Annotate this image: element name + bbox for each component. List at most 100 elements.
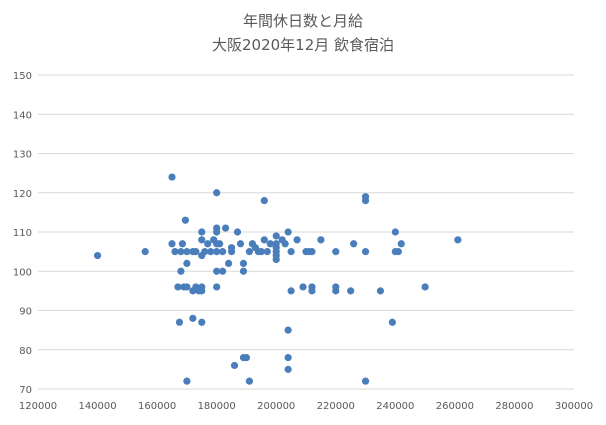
data-point [388,318,396,326]
y-tick-label: 110 [13,228,32,239]
data-point [181,216,189,224]
x-tick-label: 120000 [19,401,57,412]
data-point [183,377,191,385]
data-point [207,248,215,256]
data-point [239,259,248,267]
data-point [141,248,149,256]
data-point [198,318,206,326]
x-tick-label: 280000 [495,401,533,412]
data-point [454,236,462,244]
data-point [245,248,254,256]
data-point [332,248,340,256]
chart-title-line-2: 大阪2020年12月 飲食宿泊 [212,36,394,54]
x-tick-label: 140000 [78,401,116,412]
data-point [219,267,227,275]
x-tick-label: 260000 [436,401,474,412]
data-point [332,287,340,295]
data-point [242,354,251,362]
data-point [216,240,224,248]
data-point [263,248,271,256]
data-point [183,259,191,267]
data-point [198,287,206,295]
data-point [213,228,221,236]
data-point [284,365,292,373]
data-point [239,267,248,275]
data-point [421,283,429,291]
y-tick-label: 70 [19,385,32,396]
data-point [236,240,245,248]
data-point [394,248,402,256]
data-point [272,255,280,264]
data-point [347,287,355,295]
data-point [177,248,185,256]
y-tick-label: 150 [13,71,32,82]
data-point [272,232,280,240]
y-axis-tick-labels: 70 80 90 100 110 120 130 140 150 [13,71,32,396]
data-point [213,267,221,275]
data-point [213,189,221,197]
x-axis-tick-labels: 120000 140000 160000 180000 200000 220000 2400… [19,401,593,412]
data-point [293,236,301,244]
data-point [213,248,221,256]
data-point [284,228,292,236]
data-point [260,197,268,205]
y-tick-label: 90 [19,307,32,318]
data-point [198,236,206,244]
data-point [174,283,182,291]
data-point [168,173,176,181]
data-point [213,283,221,291]
y-tick-label: 130 [13,150,32,161]
data-point [284,354,292,362]
data-point [230,361,239,370]
data-point [198,228,206,236]
y-tick-label: 120 [13,189,32,200]
data-point [308,248,316,256]
chart-title-line-1: 年間休日数と月給 [243,12,363,30]
data-points [93,173,462,385]
data-point [284,326,292,334]
x-tick-label: 300000 [555,401,593,412]
data-point [308,287,316,295]
data-point [175,318,184,326]
data-point [397,240,405,248]
x-tick-label: 240000 [376,401,414,412]
data-point [183,283,191,291]
data-point [287,248,295,256]
x-tick-label: 220000 [317,401,355,412]
data-point [219,248,227,256]
gridlines [38,74,574,390]
data-point [201,248,209,256]
data-point [317,236,325,244]
data-point [361,248,370,256]
data-point [350,240,358,248]
x-tick-label: 160000 [138,401,176,412]
x-tick-label: 200000 [257,401,295,412]
y-tick-label: 140 [13,110,32,121]
data-point [361,197,370,205]
data-point [281,240,289,248]
data-point [299,283,307,291]
data-point [183,248,191,256]
data-point [178,240,187,248]
data-point [189,314,197,322]
y-tick-label: 100 [13,267,32,278]
data-point [192,248,200,256]
data-point [227,248,236,256]
x-tick-label: 180000 [198,401,236,412]
data-point [257,248,265,256]
data-point [361,377,370,385]
y-tick-label: 80 [19,346,32,357]
data-point [177,267,185,275]
data-point [376,287,385,295]
data-point [391,228,399,236]
data-point [287,287,295,295]
data-point [168,240,176,248]
data-point [224,259,233,267]
data-point [233,228,242,236]
data-point [245,377,254,385]
data-point [93,251,102,260]
data-point [204,240,212,248]
data-point [171,248,179,256]
